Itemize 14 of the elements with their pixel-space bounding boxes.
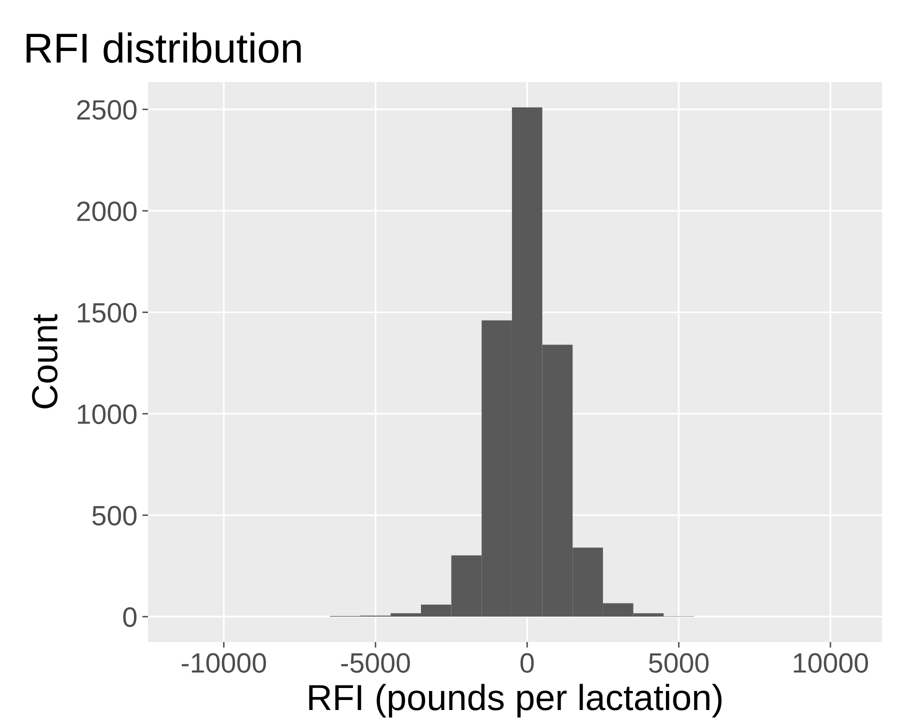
x-tick-label: 10000 bbox=[794, 653, 868, 673]
x-tick-label: 5000 bbox=[649, 653, 709, 673]
y-tick-label: 500 bbox=[92, 506, 136, 526]
y-tick-label: 0 bbox=[123, 607, 136, 627]
y-tick-label: 1000 bbox=[78, 404, 137, 424]
x-tick-label: 0 bbox=[520, 653, 534, 673]
x-axis-title: RFI (pounds per lactation) bbox=[309, 684, 722, 718]
y-tick-label: 2500 bbox=[77, 100, 137, 120]
y-axis-title: Count bbox=[32, 314, 58, 408]
x-tick-label: -5000 bbox=[341, 653, 410, 673]
y-tick-label: 2000 bbox=[77, 202, 137, 222]
x-tick-label: -10000 bbox=[182, 653, 266, 673]
y-tick-label: 1500 bbox=[78, 302, 137, 323]
chart-title: RFI distribution bbox=[26, 32, 301, 63]
